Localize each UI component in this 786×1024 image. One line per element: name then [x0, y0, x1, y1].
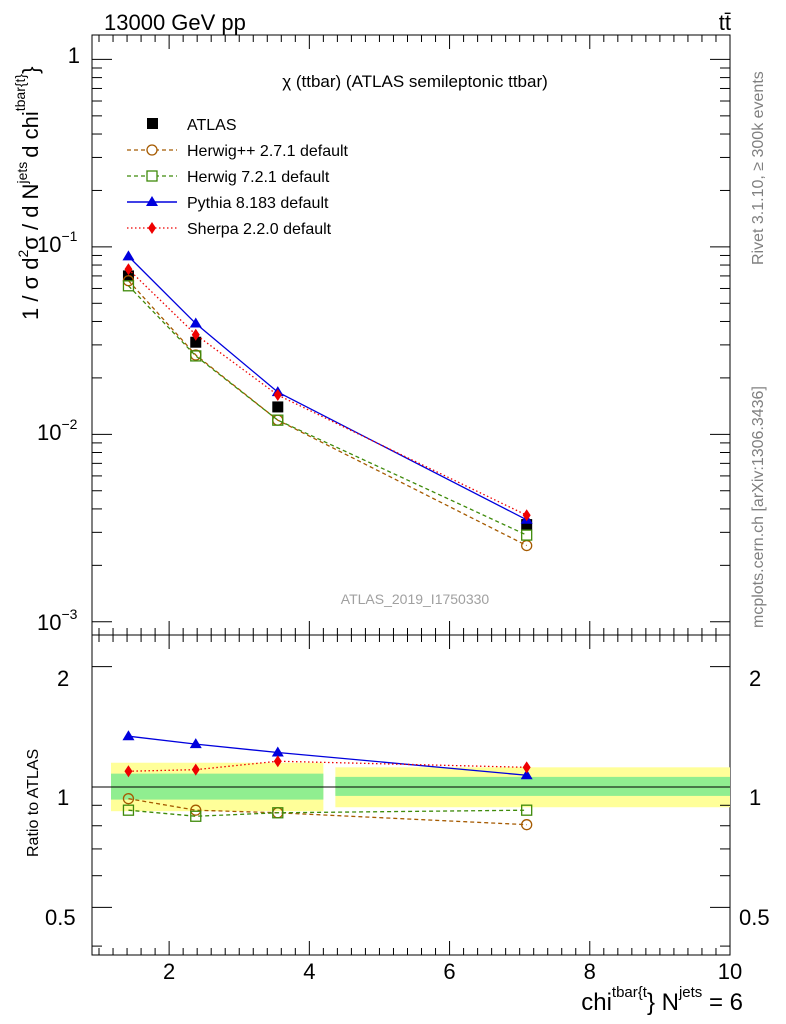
- data-point-circle: [122, 793, 135, 805]
- series-herwig-7-2-1-default: [122, 280, 533, 541]
- legend-label: Pythia 8.183 default: [187, 195, 329, 212]
- legend-entry-herwig7: Herwig 7.2.1 default: [127, 169, 330, 186]
- ratio-ytick-label: 0.5: [45, 905, 76, 930]
- ratio-ylabel: Ratio to ATLAS: [25, 749, 42, 857]
- data-point-diamond: [522, 761, 531, 774]
- ratio-axis-ticks: [92, 635, 731, 955]
- ratio-ytick-label-right: 0.5: [739, 905, 770, 930]
- process-label: tt̄: [719, 10, 731, 35]
- legend-entry-sherpa: Sherpa 2.2.0 default: [127, 221, 332, 238]
- data-point-circle: [521, 819, 533, 831]
- xtick-label: 6: [443, 959, 455, 984]
- legend-label: Sherpa 2.2.0 default: [187, 221, 332, 238]
- legend-marker-square: [147, 118, 158, 129]
- series-line: [127, 255, 527, 521]
- ratio-ytick-label-right: 2: [749, 666, 761, 691]
- xtick-label: 2: [163, 959, 175, 984]
- legend-entry-herwigpp: Herwig++ 2.7.1 default: [127, 143, 349, 160]
- data-point-square: [190, 350, 202, 362]
- data-point-square: [190, 810, 202, 822]
- data-point-diamond: [191, 328, 200, 341]
- main-ytick-label: 1: [68, 43, 80, 68]
- data-point-square: [122, 804, 135, 816]
- legend-label: ATLAS: [187, 117, 237, 134]
- site-label: mcplots.cern.ch [arXiv:1306.3436]: [750, 386, 767, 628]
- data-point-triangle: [189, 317, 202, 328]
- data-point-triangle: [122, 250, 135, 261]
- legend: ATLAS Herwig++ 2.7.1 default Herwig 7.2.…: [127, 117, 349, 238]
- data-point-square: [521, 804, 533, 816]
- ratio-series-sherpa-2-2-0-default: [124, 755, 531, 778]
- main-ylabel: 1 / σ d2σ / d Njetsd chitbar{t}}: [12, 67, 43, 320]
- data-point-triangle: [122, 730, 135, 741]
- legend-label: Herwig++ 2.7.1 default: [187, 143, 349, 160]
- xaxis-label: chitbar{t} Njets = 6: [581, 984, 743, 1016]
- ratio-ytick-label-right: 1: [749, 785, 761, 810]
- ratio-ytick-label: 1: [57, 785, 69, 810]
- legend-entry-atlas: ATLAS: [147, 117, 237, 134]
- data-point-diamond: [273, 755, 282, 768]
- legend-label: Herwig 7.2.1 default: [187, 169, 330, 186]
- main-ytick-label: 10−1: [37, 228, 78, 257]
- data-point-square: [272, 414, 284, 426]
- data-point-triangle: [520, 769, 533, 780]
- energy-label: 13000 GeV pp: [104, 10, 246, 35]
- plot-title: χ (ttbar) (ATLAS semileptonic ttbar): [282, 72, 548, 91]
- ratio-series-herwig-7-2-1-default: [122, 804, 533, 822]
- series-pythia-8-183-default: [122, 250, 533, 524]
- legend-marker-triangle: [146, 196, 158, 206]
- data-point-triangle: [189, 738, 202, 749]
- main-ytick-label: 10−2: [37, 416, 78, 445]
- data-point-square: [272, 807, 284, 819]
- data-point-diamond: [273, 389, 282, 402]
- legend-marker-circle: [146, 144, 158, 156]
- data-point-diamond: [522, 509, 531, 522]
- data-point-circle: [190, 804, 202, 816]
- ratio-band-stat: [335, 776, 730, 796]
- series-sherpa-2-2-0-default: [124, 263, 531, 522]
- data-point-diamond: [124, 765, 133, 778]
- data-point-diamond: [124, 263, 133, 276]
- rivet-label: Rivet 3.1.10, ≥ 300k events: [750, 71, 767, 265]
- ratio-series-line: [128, 735, 527, 776]
- legend-marker-diamond: [148, 222, 156, 234]
- ratio-series-pythia-8-183-default: [122, 730, 533, 780]
- main-series-group: [122, 250, 533, 552]
- data-point-square: [521, 529, 533, 541]
- watermark: ATLAS_2019_I1750330: [341, 591, 490, 607]
- series-line: [127, 285, 527, 536]
- legend-entry-pythia: Pythia 8.183 default: [127, 195, 329, 212]
- series-line: [128, 268, 527, 516]
- ratio-series-group: [122, 730, 533, 831]
- ratio-series-line: [128, 760, 527, 772]
- xtick-label: 8: [584, 959, 596, 984]
- data-point-square: [521, 519, 533, 531]
- data-point-square: [272, 401, 284, 413]
- data-point-square: [122, 280, 135, 292]
- xtick-label: 10: [718, 959, 742, 984]
- ratio-ytick-label: 2: [57, 666, 69, 691]
- main-ytick-label: 10−3: [37, 606, 78, 635]
- data-point-diamond: [191, 763, 200, 776]
- data-point-square: [190, 336, 202, 348]
- ratio-series-line: [128, 798, 527, 826]
- main-axis-ticks: [92, 35, 731, 635]
- xtick-label: 4: [303, 959, 315, 984]
- legend-marker-square: [146, 170, 158, 182]
- data-point-triangle: [271, 746, 284, 757]
- series-line: [127, 280, 527, 547]
- ratio-series-line: [128, 809, 527, 817]
